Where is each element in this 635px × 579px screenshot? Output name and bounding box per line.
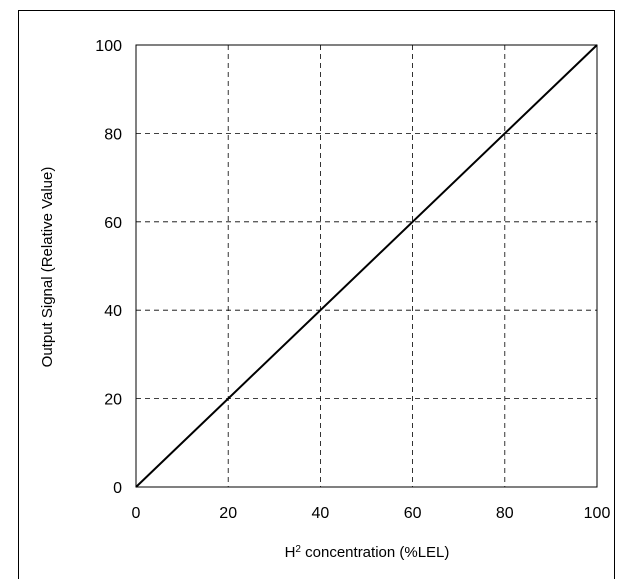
chart-frame: [18, 10, 615, 579]
x-tick-label: 40: [312, 505, 330, 522]
x-tick-label: 100: [584, 505, 611, 522]
series-line: [135, 44, 598, 488]
x-axis-title-subscript: 2: [295, 544, 301, 555]
x-tick-label: 60: [404, 505, 422, 522]
y-tick-label: 20: [104, 392, 122, 409]
y-tick-label: 60: [104, 215, 122, 232]
y-tick-label: 100: [95, 38, 122, 55]
x-axis-title: H2 concentration (%LEL): [285, 544, 450, 561]
x-tick-label: 0: [132, 505, 141, 522]
y-axis-title: Output Signal (Relative Value): [39, 167, 56, 368]
x-tick-label: 20: [219, 505, 237, 522]
x-axis-ticks: 0 20 40 60 80 100: [132, 505, 611, 522]
x-axis-title-rest: concentration (%LEL): [301, 544, 449, 561]
x-axis-title-prefix: H: [285, 544, 296, 561]
y-tick-label: 0: [113, 480, 122, 497]
y-axis-ticks: 0 20 40 60 80 100: [95, 38, 122, 497]
series-layer: [135, 44, 598, 488]
y-tick-label: 80: [104, 126, 122, 143]
grid-lines: [136, 45, 597, 487]
x-tick-label: 80: [496, 505, 514, 522]
plot-area: [135, 44, 598, 488]
y-tick-label: 40: [104, 303, 122, 320]
